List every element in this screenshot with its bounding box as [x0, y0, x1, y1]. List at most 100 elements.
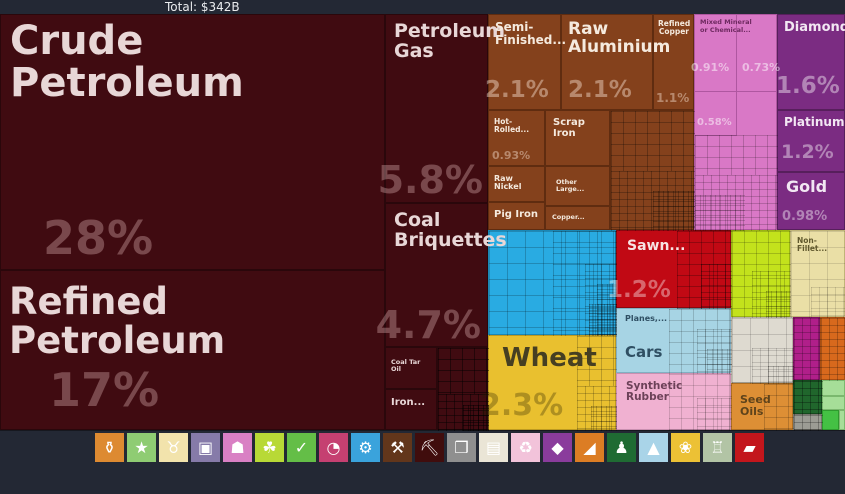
- region-orange-subcells[interactable]: [820, 317, 845, 381]
- cell-refined-copper[interactable]: Refined Copper 1.1%: [653, 14, 694, 110]
- road-icon[interactable]: ▲: [639, 433, 668, 462]
- anvil-icon[interactable]: ⚒: [383, 433, 412, 462]
- cell-seed-oils[interactable]: Seed Oils: [731, 383, 794, 431]
- cell-label: Pig Iron: [494, 209, 539, 220]
- cell-pct: 28%: [43, 211, 154, 265]
- cell-other-large[interactable]: Other Large...: [545, 166, 610, 206]
- bottle-icon-glyph: ⚱: [102, 437, 117, 457]
- cell-label: Petroleum Gas: [394, 20, 506, 62]
- cell-raw-nickel[interactable]: Raw Nickel: [488, 166, 545, 202]
- cell-refined-petroleum[interactable]: Refined Petroleum 17%: [0, 270, 385, 430]
- box-icon[interactable]: ❒: [447, 433, 476, 462]
- cell-copper[interactable]: Copper...: [545, 206, 610, 230]
- cell-scrap-iron[interactable]: Scrap Iron: [545, 110, 610, 166]
- plank-icon[interactable]: ▰: [735, 433, 764, 462]
- region-brightgreen[interactable]: [822, 410, 839, 430]
- cell-pct: 0.93%: [492, 149, 531, 162]
- cell-label: Sawn...: [627, 238, 686, 254]
- tshirt-icon-glyph: ♟: [614, 437, 629, 457]
- cell-non-fillet[interactable]: Non- Fillet...: [790, 230, 845, 318]
- cell-label: Wheat: [502, 343, 597, 373]
- tshirt-icon[interactable]: ♟: [607, 433, 636, 462]
- cow-icon[interactable]: ♉: [159, 433, 188, 462]
- gauge-icon-glyph: ◔: [326, 437, 341, 457]
- cell-raw-aluminium[interactable]: Raw Aluminium 2.1%: [561, 14, 671, 110]
- cow-icon-glyph: ♉: [166, 437, 181, 457]
- cell-iron[interactable]: Iron...: [385, 389, 437, 430]
- region-gray-subcells[interactable]: [793, 414, 823, 431]
- box-icon-glyph: ❒: [454, 437, 469, 457]
- cell-coal-tar-oil[interactable]: Coal Tar Oil: [385, 347, 437, 389]
- cell-pig-iron[interactable]: Pig Iron: [488, 202, 545, 230]
- pickaxe-icon[interactable]: ⛏: [415, 433, 444, 462]
- cell-semi-finished[interactable]: Semi-Finished... 2.1%: [485, 14, 567, 110]
- cell-label: Copper...: [552, 213, 585, 221]
- cell-label-planes: Planes,...: [625, 314, 668, 323]
- gauge-icon[interactable]: ◔: [319, 433, 348, 462]
- wheat-icon[interactable]: ☘: [255, 433, 284, 462]
- region-darkgreen-subcells[interactable]: [793, 380, 823, 415]
- cell-sawn[interactable]: Sawn... 1.2%: [607, 230, 732, 309]
- cell-synthetic-rubber[interactable]: Synthetic Rubber: [616, 373, 732, 431]
- cell-label: Coal Tar Oil: [391, 358, 421, 373]
- cell-label: Crude Petroleum: [10, 18, 244, 106]
- cell-label: Synthetic Rubber: [626, 380, 683, 404]
- building-icon[interactable]: ♖: [703, 433, 732, 462]
- cell-label: Other Large...: [556, 178, 585, 193]
- tomato-icon[interactable]: ❀: [671, 433, 700, 462]
- cell-hot-rolled[interactable]: Hot-Rolled... 0.93%: [488, 110, 545, 166]
- cell-label: Refined Copper: [658, 19, 691, 36]
- region-lightgreen-3[interactable]: [839, 410, 845, 430]
- cell-pct: 5.8%: [377, 158, 483, 202]
- frame-icon[interactable]: ▣: [191, 433, 220, 462]
- cell-planes-cars[interactable]: Planes,... Cars: [616, 308, 732, 374]
- cell-label: Seed Oils: [740, 393, 771, 418]
- cell-pct: 2.1%: [568, 77, 632, 103]
- product-category-legend: ⚱ ★ ♉ ▣ ☗ ☘ ✓ ◔ ⚙ ⚒ ⛏ ❒ ▤ ♻ ◆ ◢ ♟ ▲ ❀ ♖ ▰: [0, 433, 845, 462]
- region-mixed-mineral[interactable]: Mixed Mineral or Chemical... 0.91% 0.73%…: [691, 14, 780, 231]
- cell-diamonds[interactable]: Diamonds 1.6%: [776, 14, 845, 110]
- bag-icon[interactable]: ☗: [223, 433, 252, 462]
- cell-label: Refined Petroleum: [9, 280, 226, 362]
- total-label: Total: $342B: [165, 0, 240, 14]
- cell-label: Scrap Iron: [553, 117, 585, 139]
- anvil-icon-glyph: ⚒: [390, 437, 405, 457]
- rockslide-icon[interactable]: ◢: [575, 433, 604, 462]
- region-lightgreen-1[interactable]: [822, 380, 845, 396]
- cell-crude-petroleum[interactable]: Crude Petroleum 28%: [0, 14, 385, 270]
- frame-icon-glyph: ▣: [197, 437, 214, 457]
- cell-label: Semi-Finished...: [495, 20, 567, 47]
- cell-label: Hot-Rolled...: [494, 117, 530, 134]
- cell-label: Raw Aluminium: [568, 19, 671, 57]
- plank-icon-glyph: ▰: [743, 437, 756, 457]
- cell-gold[interactable]: Gold 0.98%: [777, 172, 845, 230]
- cell-platinum[interactable]: Platinum 1.2%: [777, 110, 845, 172]
- bottle-icon[interactable]: ⚱: [95, 433, 124, 462]
- wheat-icon-glyph: ☘: [262, 437, 277, 457]
- region-lime-subcells[interactable]: [731, 230, 791, 318]
- cell-pct: 2.1%: [485, 77, 549, 103]
- cell-petroleum-gas[interactable]: Petroleum Gas 5.8%: [378, 14, 506, 203]
- cell-pct: 1.1%: [656, 91, 690, 105]
- diamond-icon[interactable]: ◆: [543, 433, 572, 462]
- diamond-icon-glyph: ◆: [551, 437, 564, 457]
- star-icon[interactable]: ★: [127, 433, 156, 462]
- treemap: Crude Petroleum 28% Refined Petroleum 17…: [0, 14, 845, 431]
- gears-icon[interactable]: ⚙: [351, 433, 380, 462]
- cell-label: Coal Briquettes: [394, 209, 507, 251]
- shoe-icon[interactable]: ✓: [287, 433, 316, 462]
- cell-pct: 17%: [49, 363, 160, 417]
- region-magenta-subcells[interactable]: [793, 317, 821, 381]
- cell-coal-briquettes[interactable]: Coal Briquettes 4.7%: [376, 203, 507, 347]
- gears-icon-glyph: ⚙: [358, 437, 373, 457]
- bag-icon-glyph: ☗: [230, 437, 245, 457]
- paper-icon[interactable]: ▤: [479, 433, 508, 462]
- recycle-icon[interactable]: ♻: [511, 433, 540, 462]
- region-lightgreen-2[interactable]: [822, 396, 845, 410]
- paper-icon-glyph: ▤: [485, 437, 502, 457]
- cell-label: Non- Fillet...: [797, 236, 828, 253]
- metals-subcells[interactable]: [610, 110, 695, 231]
- region-greige-subcells[interactable]: [731, 317, 794, 384]
- cell-label: Diamonds: [784, 20, 845, 35]
- cell-wheat[interactable]: Wheat 2.3%: [480, 335, 617, 431]
